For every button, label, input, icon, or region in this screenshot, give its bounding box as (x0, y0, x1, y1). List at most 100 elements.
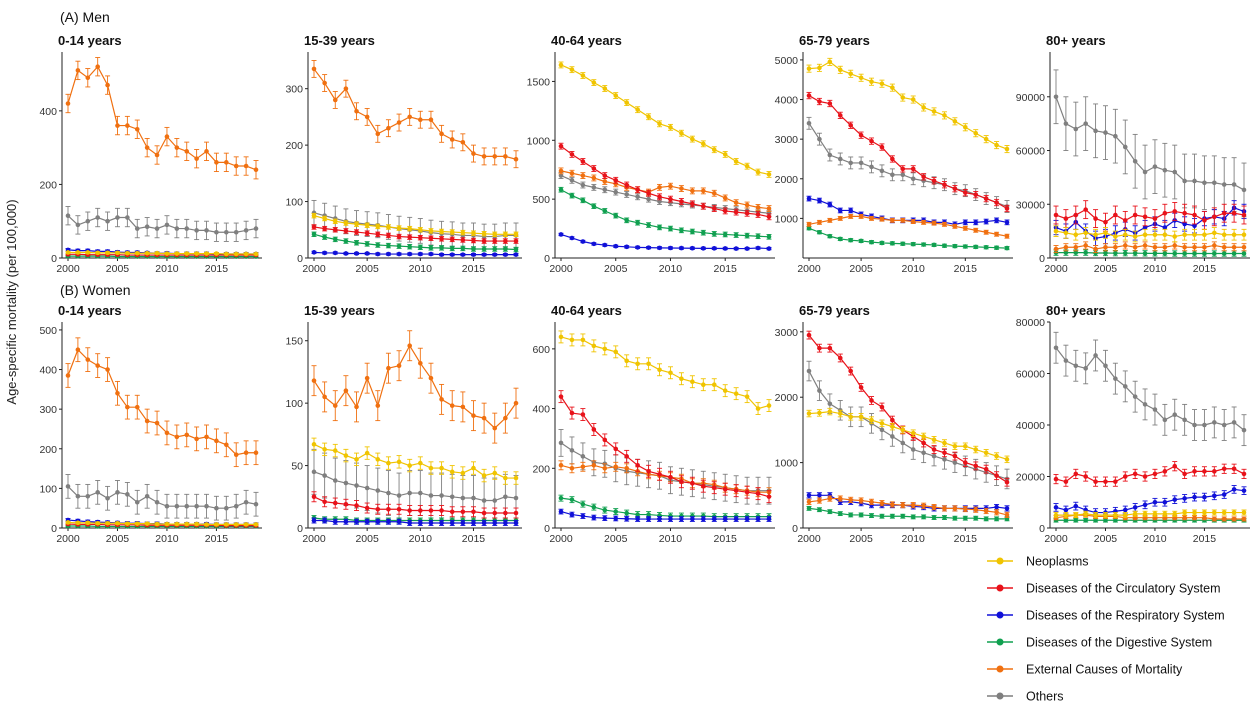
data-point (602, 465, 608, 471)
data-point (471, 413, 476, 418)
data-point (624, 358, 629, 364)
data-point (952, 515, 958, 521)
data-point (569, 448, 575, 453)
data-point (1103, 250, 1108, 256)
data-point (668, 183, 673, 189)
data-point (879, 216, 885, 222)
data-point (668, 474, 673, 480)
data-point (952, 243, 958, 249)
series-diseases-of-the-circulatory-system (311, 224, 519, 244)
series-line (67, 65, 257, 171)
data-point (744, 489, 750, 495)
data-point (1212, 516, 1217, 522)
data-point (766, 246, 772, 251)
data-point (503, 520, 508, 526)
data-point (105, 367, 110, 372)
data-point (931, 220, 937, 226)
data-point (858, 414, 864, 420)
data-point (375, 231, 381, 237)
data-point (858, 498, 864, 503)
data-point (460, 252, 466, 257)
x-tick-label: 2010 (1143, 263, 1167, 275)
data-point (1004, 245, 1010, 251)
data-point (1063, 250, 1069, 255)
series-diseases-of-the-respiratory-system (1053, 485, 1247, 517)
data-point (1241, 427, 1247, 433)
data-point (624, 244, 629, 250)
data-point (492, 520, 498, 526)
data-point (624, 465, 629, 471)
data-point (95, 64, 100, 70)
data-point (558, 232, 564, 237)
data-point (1063, 216, 1069, 221)
data-point (817, 498, 822, 503)
data-point (471, 151, 476, 156)
data-point (418, 360, 423, 366)
data-point (931, 447, 937, 452)
data-point (194, 251, 199, 256)
data-point (744, 516, 750, 522)
y-tick-label: 150 (285, 336, 303, 348)
data-point (890, 513, 895, 519)
data-point (858, 238, 864, 244)
data-point (386, 243, 391, 248)
data-point (657, 367, 662, 373)
data-point (332, 219, 338, 224)
y-tick-label: 0 (1039, 253, 1045, 265)
data-point (1221, 244, 1227, 250)
panel-title: 80+ years (1046, 303, 1106, 318)
data-point (837, 236, 843, 242)
data-point (722, 195, 728, 201)
data-point (1113, 244, 1118, 250)
data-point (994, 473, 999, 478)
data-point (1172, 412, 1178, 418)
series-others (65, 206, 259, 242)
data-point (580, 198, 586, 203)
panel-women-65-79-years: 65-79 years 0 1000 2000 3000 2000 2005 2010 2015 (775, 303, 1013, 545)
data-point (503, 238, 508, 244)
data-point (646, 196, 651, 202)
data-point (364, 251, 370, 256)
data-point (848, 160, 853, 166)
data-point (1182, 221, 1187, 227)
data-point (602, 187, 608, 193)
series-diseases-of-the-digestive-system (1053, 249, 1247, 257)
data-point (418, 490, 423, 496)
data-point (214, 438, 219, 444)
data-point (733, 391, 739, 396)
data-point (375, 403, 381, 408)
data-point (733, 246, 739, 251)
data-point (602, 208, 608, 214)
data-point (1113, 479, 1118, 484)
data-point (460, 230, 466, 235)
series-diseases-of-the-circulatory-system (806, 330, 1010, 487)
data-point (613, 93, 619, 98)
data-point (1073, 244, 1079, 250)
data-point (1113, 212, 1118, 218)
data-point (154, 420, 160, 426)
data-point (690, 245, 695, 251)
data-point (569, 410, 575, 416)
data-point (428, 235, 434, 241)
data-point (1093, 479, 1098, 484)
data-point (963, 190, 968, 195)
data-point (125, 492, 130, 497)
data-point (679, 516, 684, 522)
data-point (806, 368, 812, 374)
data-point (1122, 232, 1128, 238)
data-point (1202, 180, 1207, 186)
data-point (396, 459, 402, 465)
series-neoplasms (311, 437, 519, 485)
data-point (1142, 232, 1148, 238)
data-point (1063, 121, 1069, 126)
y-tick-label: 300 (39, 404, 57, 416)
data-point (164, 503, 170, 509)
data-point (679, 199, 684, 204)
data-point (396, 234, 402, 239)
data-point (890, 156, 895, 162)
data-point (343, 228, 349, 234)
data-point (95, 520, 100, 526)
data-point (492, 238, 498, 244)
data-point (134, 126, 140, 132)
